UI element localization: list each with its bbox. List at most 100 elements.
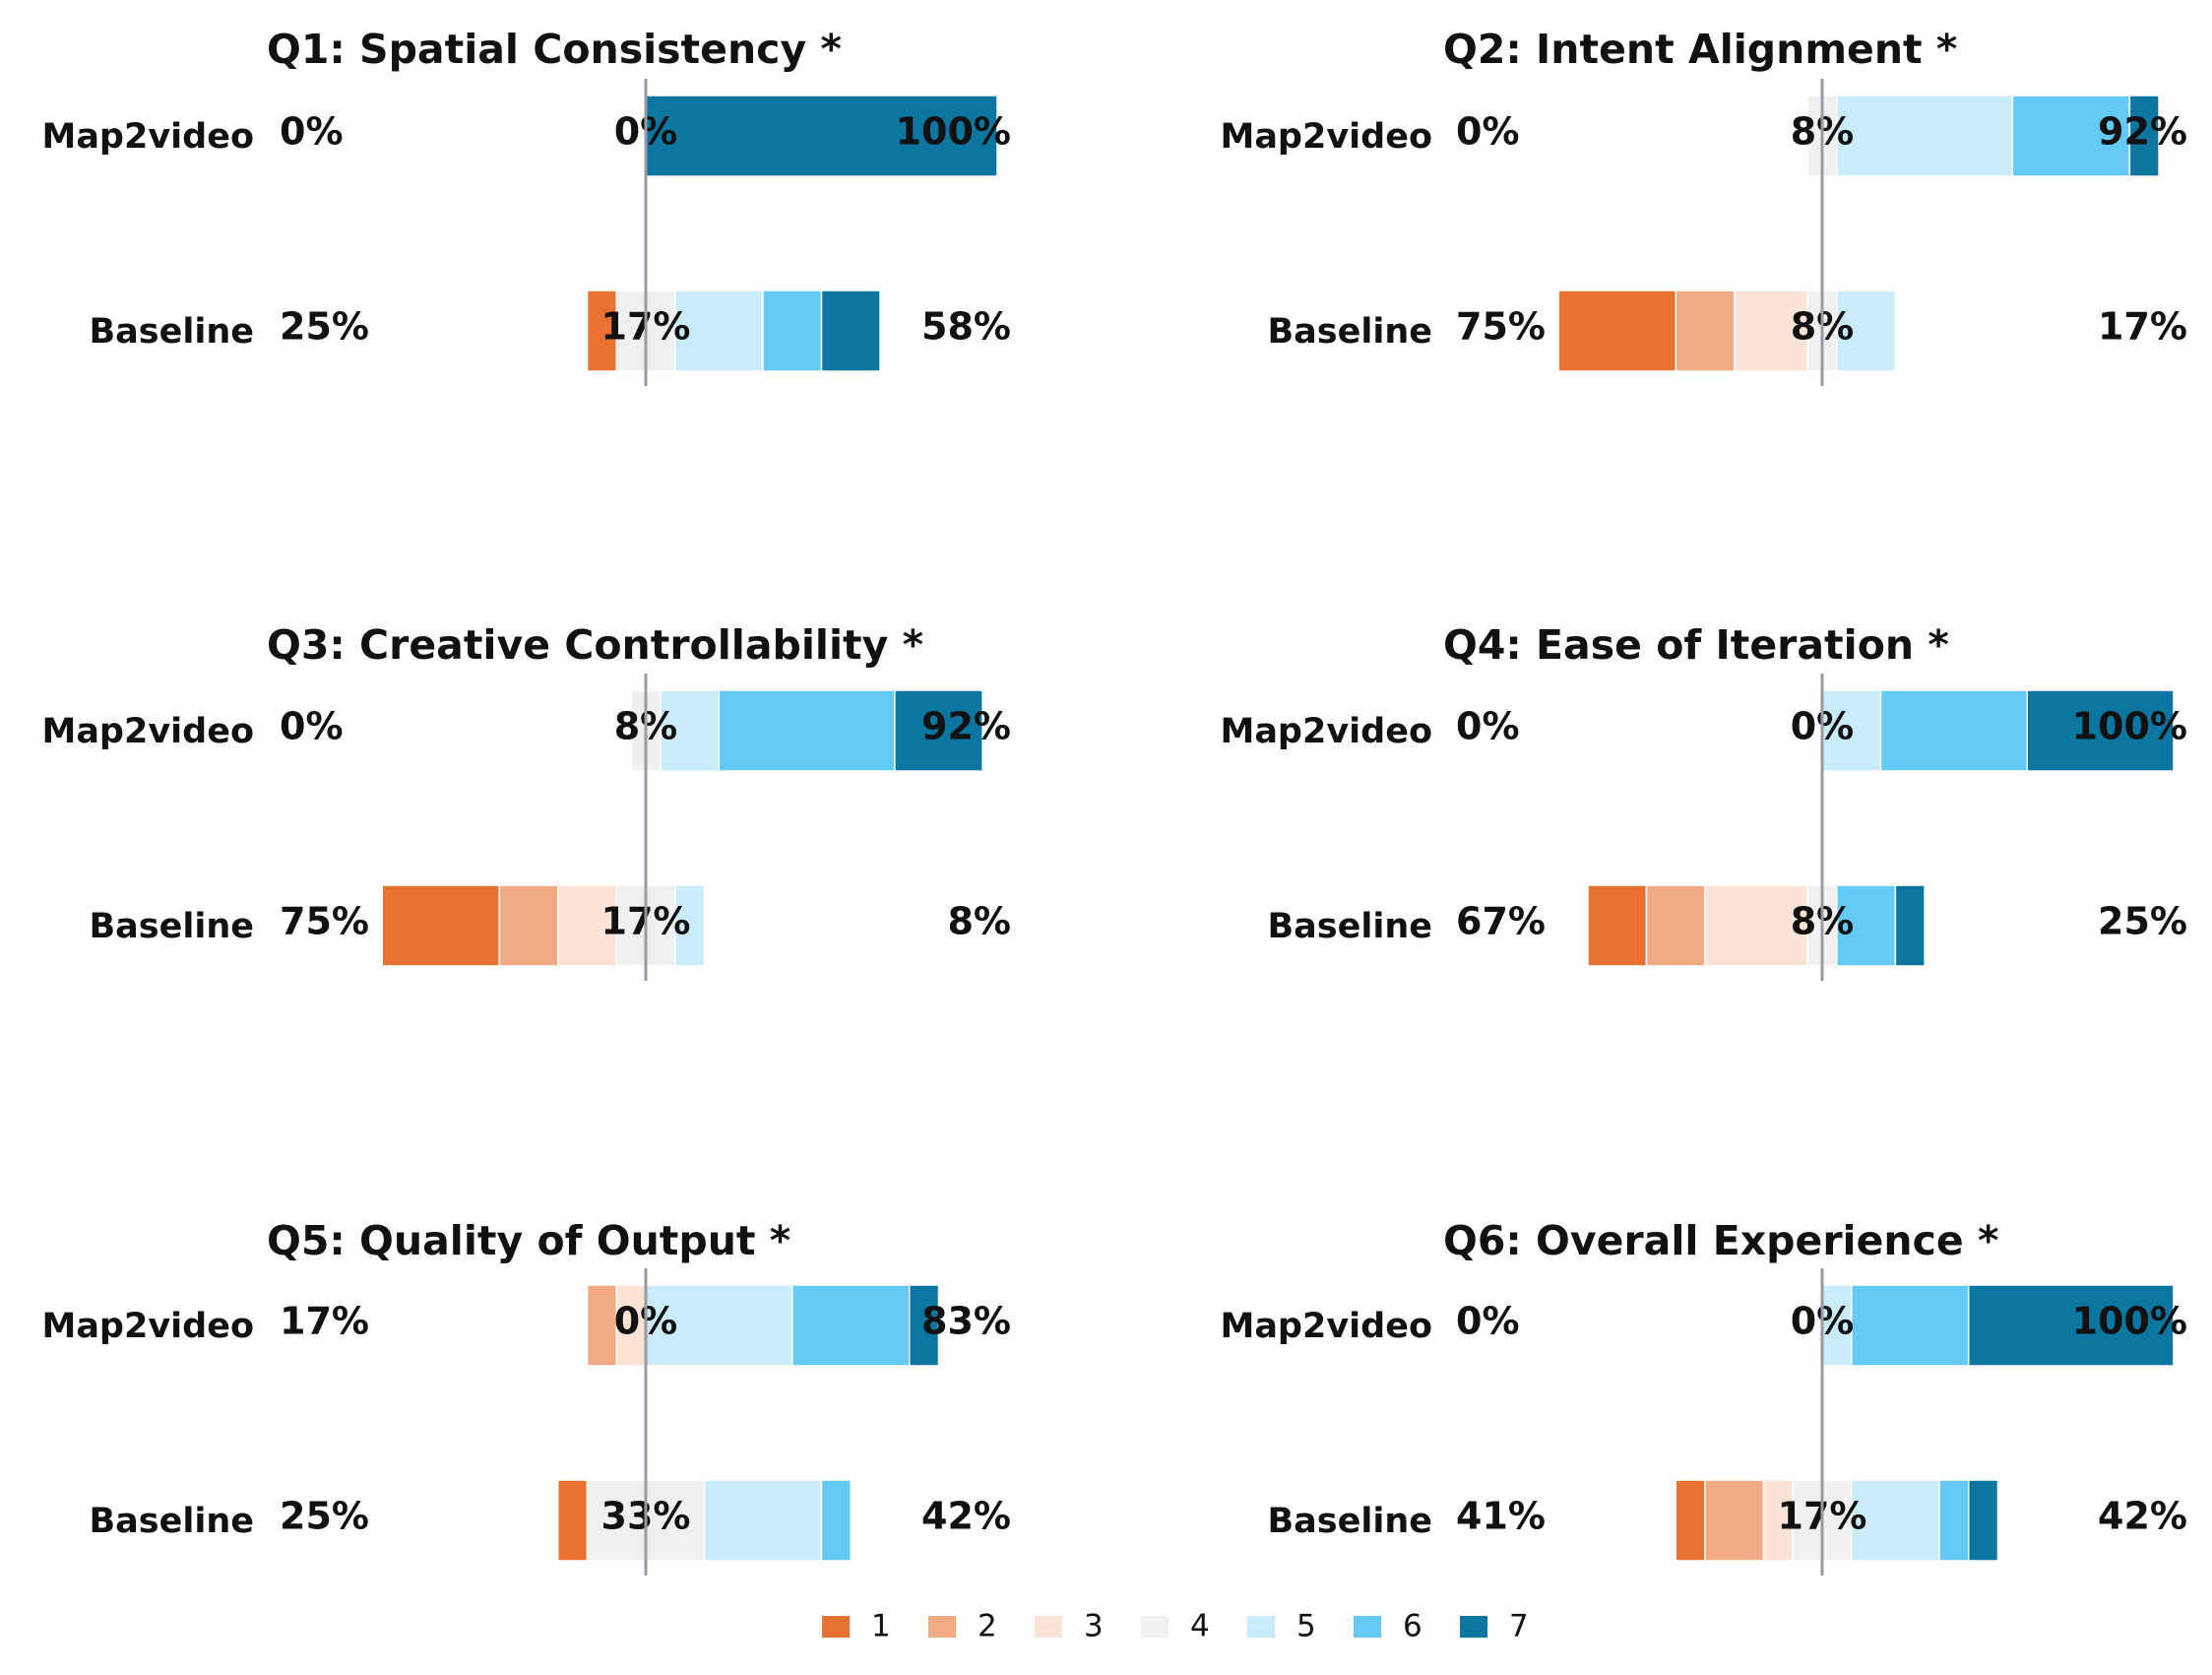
bar-segment-5 [1851, 1479, 1940, 1562]
row-label: Baseline [89, 907, 254, 946]
panel-q1: Q1: Spatial Consistency *Map2video 0% 0% 10… [41, 26, 1011, 386]
row-baseline: Baseline 67% 8% 25% [1267, 884, 2187, 967]
bar-segment-5 [674, 290, 764, 372]
panel-title: Q5: Quality of Output * [267, 1217, 790, 1264]
legend-swatch-1 [822, 1616, 850, 1638]
row-map2video: Map2video 0% 0% 100% [41, 95, 1011, 177]
bar-segment-2 [586, 1284, 618, 1367]
row-map2video: Map2video 0% 0% 100% [1220, 1284, 2187, 1367]
positive-pct-label: 8% [947, 900, 1011, 943]
bar-segment-7 [645, 95, 998, 177]
bar-segment-1 [1587, 884, 1648, 967]
bar-segment-5 [1836, 95, 2014, 177]
legend-label-4: 4 [1190, 1609, 1210, 1644]
row-label: Map2video [41, 1307, 254, 1346]
legend-swatch-3 [1035, 1616, 1062, 1638]
bar-segment-1 [586, 290, 618, 372]
positive-pct-label: 25% [2098, 900, 2187, 943]
row-label: Baseline [89, 312, 254, 352]
bar-segment-2 [1704, 1479, 1765, 1562]
row-label: Baseline [1267, 312, 1432, 352]
row-label: Map2video [1220, 1307, 1432, 1346]
legend-label-5: 5 [1296, 1609, 1316, 1644]
negative-pct-label: 75% [280, 900, 369, 943]
row-label: Map2video [1220, 117, 1432, 157]
positive-pct-label: 83% [921, 1300, 1011, 1343]
panel-q2: Q2: Intent Alignment *Map2video 0% 8% 92%Ba… [1220, 26, 2187, 386]
legend-swatch-4 [1141, 1616, 1169, 1638]
row-label: Map2video [41, 712, 254, 751]
positive-pct-label: 100% [896, 110, 1011, 154]
positive-pct-label: 17% [2098, 305, 2187, 349]
row-map2video: Map2video 0% 0% 100% [1220, 689, 2187, 772]
row-label: Baseline [1267, 907, 1432, 946]
panel-q3: Q3: Creative Controllability * Map2video 0… [41, 621, 1011, 981]
positive-pct-label: 92% [921, 705, 1011, 748]
row-map2video: Map2video 0% 8% 92% [41, 689, 1011, 772]
legend-label-2: 2 [978, 1609, 997, 1644]
bar-segment-7 [2128, 95, 2160, 177]
bar-segment-6 [1850, 1284, 1970, 1367]
negative-pct-label: 75% [1456, 305, 1546, 349]
bar-segment-1 [557, 1479, 589, 1562]
bar-segment-1 [381, 884, 500, 967]
bar-segment-6 [791, 1284, 911, 1367]
row-baseline: Baseline 41% 17% 42% [1267, 1479, 2187, 1562]
bar-segment-7 [2026, 689, 2175, 772]
negative-pct-label: 0% [280, 110, 344, 154]
row-label: Baseline [1267, 1502, 1432, 1541]
bar-segment-6 [718, 689, 896, 772]
negative-pct-label: 17% [280, 1300, 369, 1343]
panel-title: Q3: Creative Controllability * [267, 621, 923, 669]
positive-pct-label: 58% [921, 305, 1011, 349]
row-baseline: Baseline 25% 33% 42% [89, 1479, 1011, 1562]
negative-pct-label: 0% [1456, 1300, 1520, 1343]
negative-pct-label: 0% [1456, 705, 1520, 748]
bar-segment-1 [1557, 290, 1677, 372]
negative-pct-label: 0% [280, 705, 344, 748]
bar-segment-3 [1734, 290, 1808, 372]
positive-pct-label: 100% [2072, 705, 2187, 748]
row-map2video: Map2video 17% 0% 83% [41, 1284, 1011, 1367]
bar-segment-7 [1894, 884, 1926, 967]
legend-swatch-5 [1247, 1616, 1275, 1638]
positive-pct-label: 42% [921, 1495, 1011, 1538]
panel-title: Q4: Ease of Iteration * [1443, 621, 1949, 669]
bar-segment-5 [1836, 290, 1897, 372]
bar-segment-2 [1645, 884, 1706, 967]
positive-pct-label: 42% [2098, 1495, 2187, 1538]
bar-segment-5 [703, 1479, 823, 1562]
bar-segment-5 [1821, 1284, 1853, 1367]
bar-segment-6 [820, 1479, 852, 1562]
panel-title: Q6: Overall Experience * [1443, 1217, 1998, 1264]
negative-pct-label: 0% [1456, 110, 1520, 154]
bar-segment-6 [2011, 95, 2131, 177]
legend-swatch-2 [928, 1616, 956, 1638]
row-label: Map2video [1220, 712, 1432, 751]
bar-segment-7 [1967, 1479, 1999, 1562]
bar-segment-1 [1675, 1479, 1706, 1562]
bar-segment-6 [1836, 884, 1897, 967]
row-baseline: Baseline 75% 8% 17% [1267, 290, 2187, 372]
positive-pct-label: 100% [2072, 1300, 2187, 1343]
bar-segment-5 [674, 884, 706, 967]
negative-pct-label: 41% [1456, 1495, 1546, 1538]
legend-label-6: 6 [1403, 1609, 1422, 1644]
row-label: Baseline [89, 1502, 254, 1541]
panel-q4: Q4: Ease of Iteration *Map2video 0% 0% 100%… [1220, 621, 2187, 981]
panel-title: Q1: Spatial Consistency * [267, 26, 842, 73]
bar-segment-2 [498, 884, 559, 967]
bar-segment-2 [1675, 290, 1736, 372]
legend-label-1: 1 [871, 1609, 891, 1644]
bar-segment-6 [762, 290, 823, 372]
positive-pct-label: 92% [2098, 110, 2187, 154]
panel-title: Q2: Intent Alignment * [1443, 26, 1957, 73]
bar-segment-3 [1704, 884, 1808, 967]
bar-segment-6 [1879, 689, 2029, 772]
panel-q5: Q5: Quality of Output *Map2video 17% 0% 83%… [41, 1217, 1011, 1576]
row-map2video: Map2video 0% 8% 92% [1220, 95, 2187, 177]
row-label: Map2video [41, 117, 254, 157]
negative-pct-label: 67% [1456, 900, 1546, 943]
